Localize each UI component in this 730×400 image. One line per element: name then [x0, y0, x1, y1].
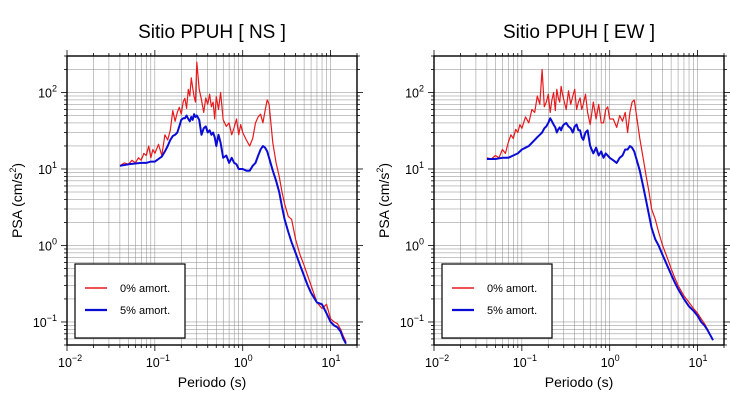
y-tick-label: 10−1: [33, 313, 57, 330]
x-axis-label: Periodo (s): [545, 374, 613, 390]
y-tick-label: 100: [38, 236, 57, 253]
x-tick-label: 10−1: [513, 353, 537, 370]
series-line-undamped: [486, 68, 714, 341]
legend-label: 5% amort.: [487, 305, 537, 317]
legend-box: [441, 263, 553, 339]
chart-title: Sitio PPUH [ NS ]: [138, 22, 286, 43]
x-tick-label: 100: [601, 353, 620, 370]
y-tick-label: 102: [38, 83, 57, 100]
ticks: [61, 50, 363, 351]
y-tick-label: 102: [405, 83, 424, 100]
chart-panel-2: 10−2 10−1 100 101 10−1 100 101 102 Sitio PPUH [ …: [375, 22, 730, 390]
x-tick-label: 101: [689, 353, 708, 370]
legend: 0% amort. 5% amort.: [441, 263, 553, 339]
plot-frame: [433, 55, 725, 346]
legend-label: 0% amort.: [487, 283, 537, 295]
x-tick-label: 101: [322, 353, 341, 370]
y-tick-label: 101: [405, 160, 424, 177]
legend: 0% amort. 5% amort.: [74, 263, 186, 339]
y-axis-label: PSA (cm/s2): [375, 163, 392, 238]
legend-label: 5% amort.: [120, 305, 170, 317]
legend-label: 0% amort.: [120, 283, 170, 295]
x-tick-label: 100: [234, 353, 253, 370]
x-tick-label: 10−2: [425, 353, 449, 370]
plot-frame: [66, 55, 358, 346]
chart-title: Sitio PPUH [ EW ]: [503, 22, 655, 43]
y-tick-label: 100: [405, 236, 424, 253]
y-axis-label: PSA (cm/s2): [8, 163, 25, 238]
x-tick-label: 10−1: [146, 353, 170, 370]
x-tick-label: 10−2: [58, 353, 82, 370]
grid: [66, 55, 358, 346]
legend-box: [74, 263, 186, 339]
y-tick-label: 101: [38, 160, 57, 177]
chart-panel-1: 10−2 10−1 100 101 10−1 100 101 102 Sitio PPUH [ …: [8, 22, 363, 390]
series-line-damped: [486, 117, 714, 341]
series-line-damped: [119, 113, 347, 345]
ticks: [428, 50, 730, 351]
y-tick-label: 10−1: [400, 313, 424, 330]
x-axis-label: Periodo (s): [178, 374, 246, 390]
